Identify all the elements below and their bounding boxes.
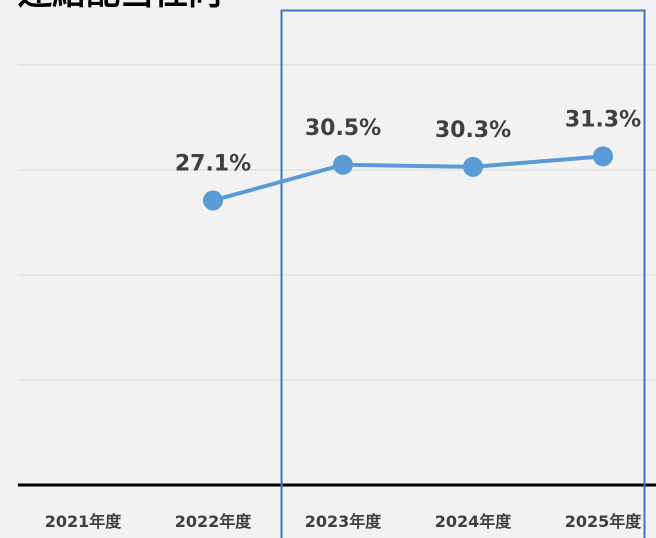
data-label: 30.3%: [435, 118, 511, 143]
forecast-frame: [280, 9, 646, 538]
series-line: [212, 154, 604, 203]
x-tick-label: 2024年度: [435, 512, 513, 531]
data-point: [333, 154, 353, 175]
chart-title: 連結配当性向: [18, 0, 222, 13]
data-point: [203, 190, 223, 211]
data-label: 31.3%: [565, 107, 641, 132]
data-label: 27.1%: [175, 151, 251, 176]
x-tick-label: 2023年度: [305, 512, 383, 531]
data-label: 30.5%: [305, 116, 381, 141]
x-tick-label: 2025年度: [565, 512, 643, 531]
x-tick-label: 2021年度: [45, 512, 123, 531]
x-tick-label: 2022年度: [175, 512, 253, 531]
data-point: [593, 146, 613, 167]
data-point: [463, 156, 483, 177]
